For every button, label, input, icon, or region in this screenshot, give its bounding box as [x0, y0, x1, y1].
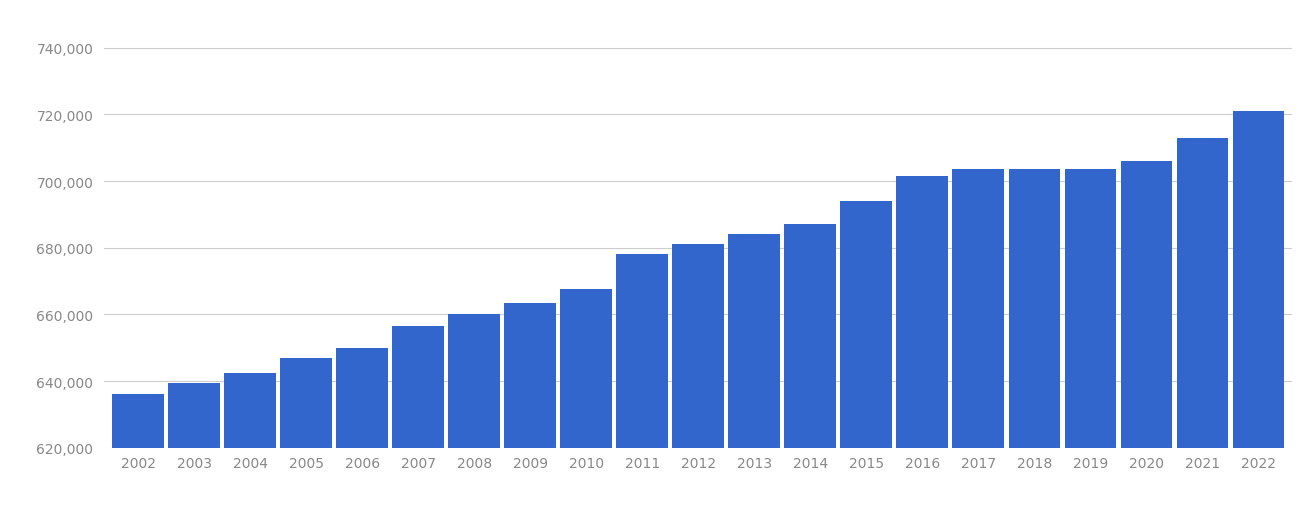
- Bar: [840, 202, 893, 509]
- Bar: [224, 373, 275, 509]
- Bar: [504, 303, 556, 509]
- Bar: [393, 326, 444, 509]
- Bar: [1009, 170, 1060, 509]
- Bar: [1121, 162, 1172, 509]
- Bar: [672, 245, 724, 509]
- Bar: [112, 394, 163, 509]
- Bar: [728, 235, 780, 509]
- Bar: [616, 255, 668, 509]
- Bar: [337, 348, 388, 509]
- Bar: [560, 290, 612, 509]
- Bar: [1065, 170, 1116, 509]
- Bar: [281, 358, 331, 509]
- Bar: [1232, 112, 1284, 509]
- Bar: [449, 315, 500, 509]
- Bar: [897, 177, 947, 509]
- Bar: [168, 383, 219, 509]
- Bar: [1177, 138, 1228, 509]
- Bar: [784, 225, 837, 509]
- Bar: [953, 170, 1004, 509]
